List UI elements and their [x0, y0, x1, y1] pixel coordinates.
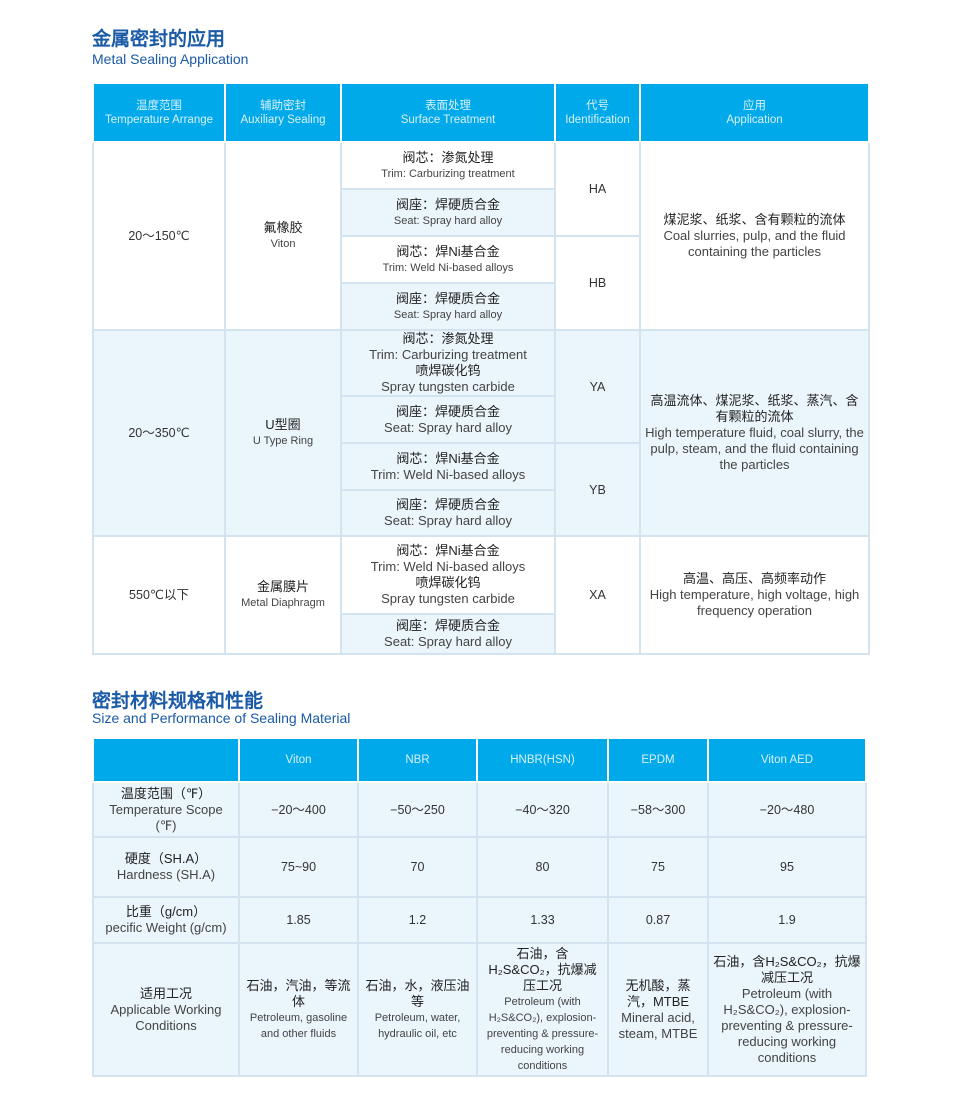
value-cell: −40～320 — [476, 781, 609, 838]
application-cell: 煤泥浆、纸浆、含有颗粒的流体 Coal slurries, pulp, and t… — [639, 141, 870, 331]
value-cell: 80 — [476, 836, 609, 898]
identification-cell: XA — [554, 535, 641, 655]
temperature-cell: 20～150℃ — [92, 141, 226, 331]
treatment-cell: 阀芯：渗氮处理 Trim: Carburizing treatment — [340, 141, 556, 190]
table-row: 20～350℃ U型圈 U Type Ring 阀芯：渗氮处理 Trim: Carb… — [92, 329, 870, 537]
value-cell: −50～250 — [357, 781, 478, 838]
table-row: 阀座：焊硬质合金 Seat: Spray hard alloy — [93, 395, 869, 444]
sealing-material-table: Viton NBR HNBR(HSN) EPDM Viton AED 温度范围（… — [92, 737, 867, 1077]
header-material: EPDM — [607, 737, 709, 783]
section1-title: 金属密封的应用 — [92, 29, 226, 50]
header-surface: 表面处理 Surface Treatment — [340, 82, 556, 143]
treatment-cell: 阀芯：焊Ni基合金 Trim: Weld Ni-based alloys — [340, 235, 556, 284]
value-cell: −58～300 — [607, 781, 709, 838]
treatment-cell: 阀座：焊硬质合金 Seat: Spray hard alloy — [340, 188, 556, 237]
row-label: 硬度（SH.A） Hardness (SH.A) — [92, 836, 240, 898]
identification-cell: YB — [554, 442, 641, 537]
table-row: 阀座：焊硬质合金 Seat: Spray hard alloy — [93, 188, 869, 237]
identification-cell: HA — [554, 141, 641, 237]
treatment-cell: 阀座：焊硬质合金 Seat: Spray hard alloy — [340, 613, 556, 655]
row-label: 温度范围（℉） Temperature Scope (℉) — [92, 781, 240, 838]
header-material: Viton — [238, 737, 359, 783]
header-auxiliary: 辅助密封 Auxiliary Sealing — [224, 82, 342, 143]
value-cell: 75~90 — [238, 836, 359, 898]
table-row-conditions: 适用工况 Applicable Working Conditions 石油，汽油，… — [92, 942, 867, 1077]
value-cell: 1.85 — [238, 896, 359, 944]
header-row: Viton NBR HNBR(HSN) EPDM Viton AED — [92, 737, 867, 783]
table-row-temperature: 温度范围（℉） Temperature Scope (℉) −20～400 −50… — [92, 781, 867, 838]
header-temperature: 温度范围 Temperature Arrange — [92, 82, 226, 143]
treatment-cell: 阀座：焊硬质合金 Seat: Spray hard alloy — [340, 282, 556, 331]
treatment-cell: 阀芯：焊Ni基合金 Trim: Weld Ni-based alloys — [340, 442, 556, 491]
value-cell: 石油，含H₂S&CO₂，抗爆减压工况 Petroleum (with H₂S&CO… — [476, 942, 609, 1077]
section2-title: 密封材料规格和性能 — [92, 691, 264, 712]
value-cell: 1.9 — [707, 896, 867, 944]
value-cell: 1.33 — [476, 896, 609, 944]
header-blank — [92, 737, 240, 783]
temperature-cell: 20～350℃ — [92, 329, 226, 537]
header-application: 应用 Application — [639, 82, 870, 143]
temperature-cell: 550℃以下 — [92, 535, 226, 655]
value-cell: 石油，含H₂S&CO₂，抗爆减压工况 Petroleum (with H₂S&CO… — [707, 942, 867, 1077]
auxiliary-cell: 氟橡胶 Viton — [224, 141, 342, 331]
table-row: 阀芯：焊Ni基合金 Trim: Weld Ni-based alloys YB — [93, 442, 869, 537]
value-cell: 95 — [707, 836, 867, 898]
application-cell: 高温、高压、高频率动作 High temperature, high voltag… — [639, 535, 870, 655]
header-material: HNBR(HSN) — [476, 737, 609, 783]
value-cell: 0.87 — [607, 896, 709, 944]
value-cell: −20～480 — [707, 781, 867, 838]
auxiliary-cell: U型圈 U Type Ring — [224, 329, 342, 537]
header-identification: 代号 Identification — [554, 82, 641, 143]
table-row: 550℃以下 金属膜片 Metal Diaphragm 阀芯：焊Ni基合金 Trim… — [92, 535, 870, 655]
header-material: Viton AED — [707, 737, 867, 783]
treatment-cell: 阀座：焊硬质合金 Seat: Spray hard alloy — [340, 395, 556, 444]
identification-cell: HB — [554, 235, 641, 331]
metal-sealing-table: 温度范围 Temperature Arrange 辅助密封 Auxiliary Se… — [92, 82, 870, 655]
auxiliary-cell: 金属膜片 Metal Diaphragm — [224, 535, 342, 655]
table-row: 阀座：焊硬质合金 Seat: Spray hard alloy — [93, 282, 869, 331]
header-material: NBR — [357, 737, 478, 783]
table-row-hardness: 硬度（SH.A） Hardness (SH.A) 75~90 70 80 75 9… — [92, 836, 867, 898]
row-label: 比重（g/cm） pecific Weight (g/cm) — [92, 896, 240, 944]
section2-subtitle: Size and Performance of Sealing Material — [92, 710, 351, 726]
value-cell: 70 — [357, 836, 478, 898]
header-row: 温度范围 Temperature Arrange 辅助密封 Auxiliary Se… — [92, 82, 870, 143]
row-label: 适用工况 Applicable Working Conditions — [92, 942, 240, 1077]
value-cell: 石油，水，液压油等 Petroleum, water, hydraulic oil… — [357, 942, 478, 1077]
value-cell: −20～400 — [238, 781, 359, 838]
value-cell: 75 — [607, 836, 709, 898]
treatment-cell: 阀芯：焊Ni基合金 Trim: Weld Ni-based alloys 喷焊碳化钨… — [340, 535, 556, 615]
value-cell: 1.2 — [357, 896, 478, 944]
treatment-cell: 阀芯：渗氮处理 Trim: Carburizing treatment 喷焊碳化钨 S… — [340, 329, 556, 397]
table-row-weight: 比重（g/cm） pecific Weight (g/cm) 1.85 1.2 1… — [92, 896, 867, 944]
treatment-cell: 阀座：焊硬质合金 Seat: Spray hard alloy — [340, 489, 556, 537]
value-cell: 石油，汽油，等流体 Petroleum, gasoline and other f… — [238, 942, 359, 1077]
table-row: 阀芯：焊Ni基合金 Trim: Weld Ni-based alloys HB — [93, 235, 869, 331]
table-row: 阀座：焊硬质合金 Seat: Spray hard alloy — [93, 489, 869, 537]
table-row: 阀座：焊硬质合金 Seat: Spray hard alloy — [93, 613, 869, 655]
identification-cell: YA — [554, 329, 641, 444]
application-cell: 高温流体、煤泥浆、纸浆、蒸汽、含有颗粒的流体 High temperature f… — [639, 329, 870, 537]
value-cell: 无机酸，蒸汽，MTBE Mineral acid, steam, MTBE — [607, 942, 709, 1077]
section1-subtitle: Metal Sealing Application — [92, 51, 249, 67]
table-row: 20～150℃ 氟橡胶 Viton 阀芯：渗氮处理 Trim: Carburizin… — [92, 141, 870, 331]
